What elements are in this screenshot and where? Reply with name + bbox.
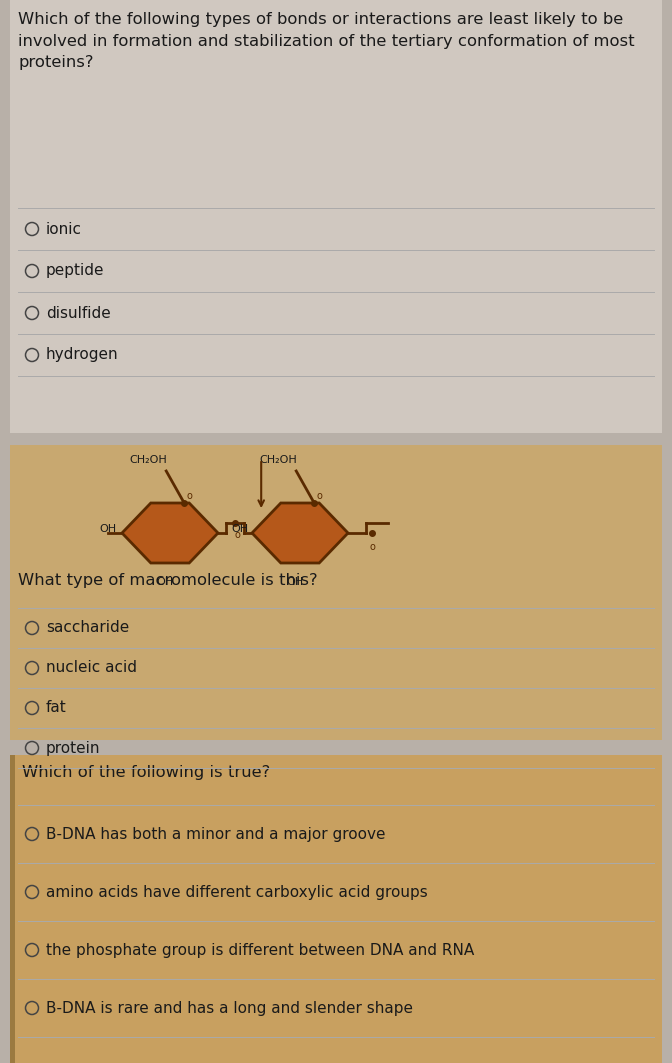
Text: fat: fat xyxy=(46,701,67,715)
FancyBboxPatch shape xyxy=(10,445,662,740)
Text: B-DNA has both a minor and a major groove: B-DNA has both a minor and a major groov… xyxy=(46,827,386,842)
Text: CH₂OH: CH₂OH xyxy=(259,455,297,465)
Text: o: o xyxy=(317,491,322,501)
Text: hydrogen: hydrogen xyxy=(46,348,119,362)
FancyBboxPatch shape xyxy=(10,755,662,1063)
Text: ionic: ionic xyxy=(46,221,82,236)
Polygon shape xyxy=(252,503,348,563)
Text: saccharide: saccharide xyxy=(46,621,129,636)
Text: amino acids have different carboxylic acid groups: amino acids have different carboxylic ac… xyxy=(46,884,428,899)
Text: B-DNA is rare and has a long and slender shape: B-DNA is rare and has a long and slender… xyxy=(46,1000,413,1015)
Text: What type of macromolecule is this?: What type of macromolecule is this? xyxy=(18,573,318,588)
Text: Which of the following is true?: Which of the following is true? xyxy=(22,765,270,780)
Text: OH: OH xyxy=(99,524,116,534)
Text: o: o xyxy=(186,491,192,501)
Text: disulfide: disulfide xyxy=(46,305,111,321)
Text: CH₂OH: CH₂OH xyxy=(129,455,167,465)
Polygon shape xyxy=(122,503,218,563)
Text: o: o xyxy=(369,542,375,552)
Text: OH: OH xyxy=(286,577,304,587)
FancyBboxPatch shape xyxy=(10,755,15,1063)
Text: OH: OH xyxy=(157,577,173,587)
Text: o: o xyxy=(234,530,240,540)
Text: peptide: peptide xyxy=(46,264,105,279)
Text: Which of the following types of bonds or interactions are least likely to be
inv: Which of the following types of bonds or… xyxy=(18,12,634,70)
FancyBboxPatch shape xyxy=(10,0,662,433)
Text: OH: OH xyxy=(231,524,248,534)
Text: nucleic acid: nucleic acid xyxy=(46,660,137,675)
Text: the phosphate group is different between DNA and RNA: the phosphate group is different between… xyxy=(46,943,474,958)
Text: protein: protein xyxy=(46,741,101,756)
